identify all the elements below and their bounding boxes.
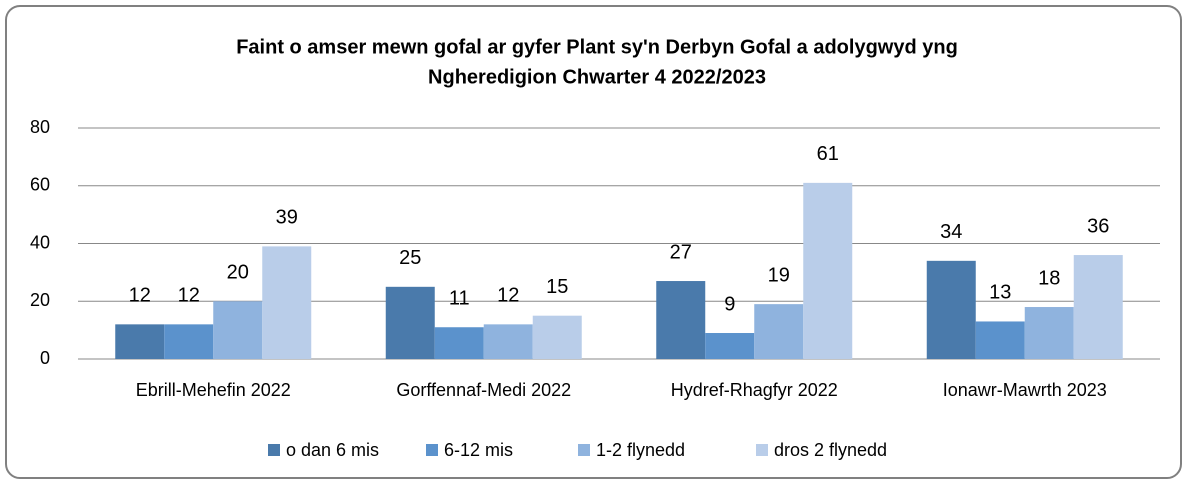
- legend-swatch: [578, 444, 590, 456]
- legend-label: o dan 6 mis: [286, 440, 379, 460]
- x-tick-label: Ebrill-Mehefin 2022: [136, 380, 291, 400]
- x-tick-label: Gorffennaf-Medi 2022: [396, 380, 571, 400]
- bar: [434, 327, 484, 359]
- bar: [754, 304, 804, 359]
- bar: [115, 324, 165, 359]
- bar: [656, 281, 706, 359]
- data-label: 12: [129, 285, 151, 307]
- legend-swatch: [268, 444, 280, 456]
- bar: [1073, 255, 1123, 359]
- x-tick-label: Hydref-Rhagfyr 2022: [671, 380, 838, 400]
- data-label: 18: [1038, 267, 1060, 289]
- y-tick-label: 0: [40, 348, 50, 368]
- legend-swatch: [426, 444, 438, 456]
- data-label: 13: [989, 282, 1011, 304]
- data-label: 20: [227, 262, 249, 284]
- bar: [213, 301, 263, 359]
- bar: [1024, 307, 1074, 359]
- legend-label: 6-12 mis: [444, 440, 513, 460]
- chart-border: [5, 5, 1182, 479]
- legend-swatch: [756, 444, 768, 456]
- x-tick-label: Ionawr-Mawrth 2023: [943, 380, 1107, 400]
- data-label: 39: [276, 207, 298, 229]
- bar: [705, 333, 755, 359]
- y-tick-label: 60: [30, 175, 50, 195]
- data-label: 61: [817, 143, 839, 165]
- chart-title: Faint o amser mewn gofal ar gyfer Plant …: [236, 36, 958, 58]
- data-label: 19: [768, 264, 790, 286]
- chart-subtitle: Ngheredigion Chwarter 4 2022/2023: [428, 66, 766, 88]
- y-tick-label: 80: [30, 117, 50, 137]
- data-label: 12: [178, 285, 200, 307]
- data-label: 11: [449, 288, 470, 310]
- data-label: 34: [940, 221, 962, 243]
- data-label: 9: [724, 293, 735, 315]
- bar: [803, 182, 853, 359]
- bar: [532, 315, 582, 359]
- bar: [385, 286, 435, 359]
- data-label: 15: [546, 276, 568, 298]
- y-tick-label: 20: [30, 290, 50, 310]
- y-tick-label: 40: [30, 232, 50, 252]
- legend-label: dros 2 flynedd: [774, 440, 887, 460]
- legend-label: 1-2 flynedd: [596, 440, 685, 460]
- data-label: 25: [399, 247, 421, 269]
- bar: [262, 246, 312, 359]
- data-label: 27: [670, 241, 692, 263]
- bar: [926, 260, 976, 359]
- data-label: 36: [1087, 215, 1109, 237]
- bar: [483, 324, 533, 359]
- bar: [975, 321, 1025, 359]
- data-label: 12: [497, 285, 519, 307]
- bar: [164, 324, 214, 359]
